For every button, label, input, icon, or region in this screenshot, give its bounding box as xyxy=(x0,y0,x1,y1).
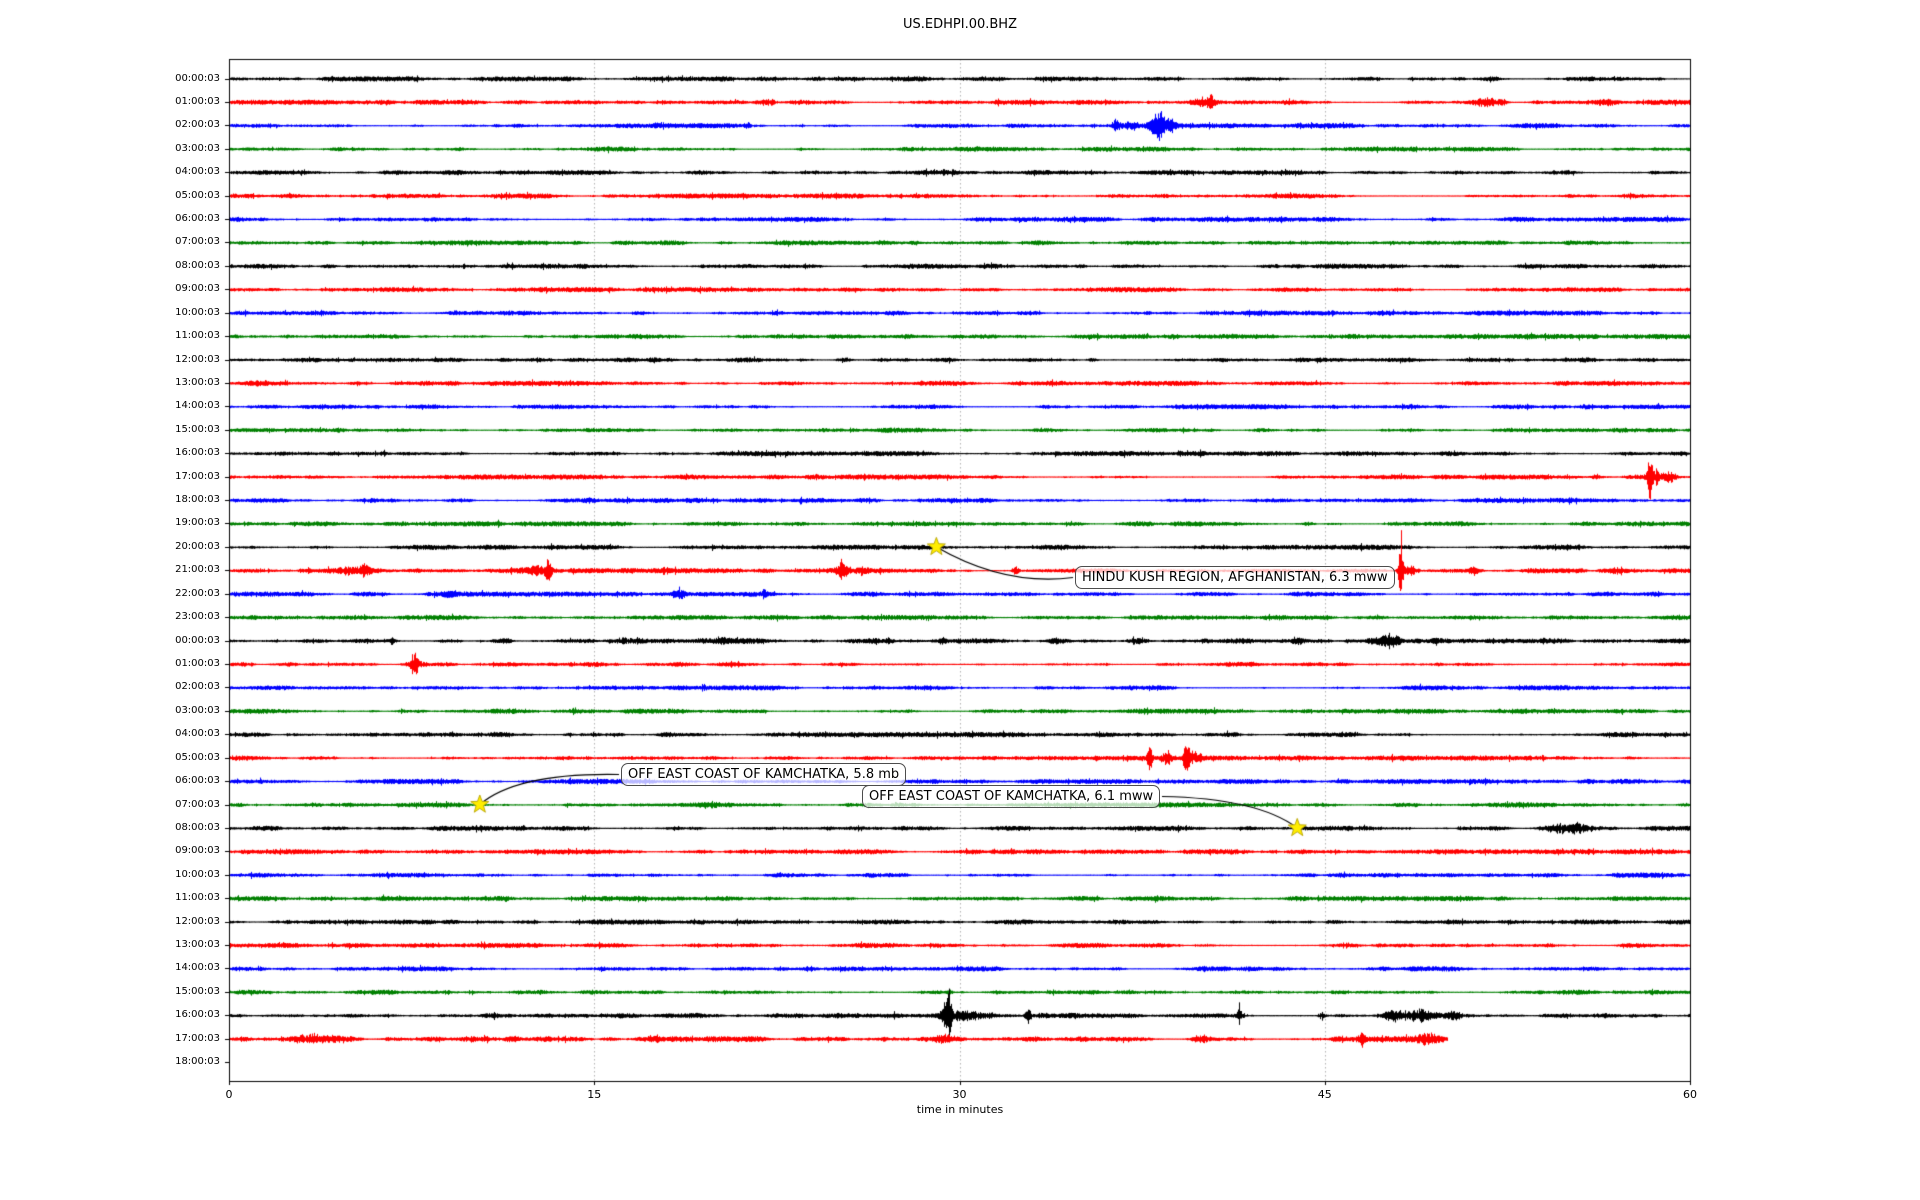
y-tick-label: 00:00:03 xyxy=(175,634,220,646)
y-tick-label: 07:00:03 xyxy=(175,236,220,248)
y-tick-label: 16:00:03 xyxy=(175,1009,220,1021)
y-tick-label: 10:00:03 xyxy=(175,868,220,880)
y-tick-label: 19:00:03 xyxy=(175,517,220,529)
y-tick-label: 04:00:03 xyxy=(175,728,220,740)
y-tick-label: 06:00:03 xyxy=(175,213,220,225)
x-tick-label: 15 xyxy=(587,1088,602,1101)
x-tick-label: 30 xyxy=(952,1088,967,1101)
y-tick-label: 08:00:03 xyxy=(175,821,220,833)
y-tick-label: 18:00:03 xyxy=(175,1056,220,1068)
y-tick-label: 12:00:03 xyxy=(175,353,220,365)
event-annotation-box: HINDU KUSH REGION, AFGHANISTAN, 6.3 mww xyxy=(1075,566,1395,589)
y-tick-label: 17:00:03 xyxy=(175,470,220,482)
chart-title: US.EDHPI.00.BHZ xyxy=(903,17,1017,32)
y-tick-label: 08:00:03 xyxy=(175,259,220,271)
y-tick-label: 13:00:03 xyxy=(175,939,220,951)
y-tick-label: 20:00:03 xyxy=(175,540,220,552)
y-tick-label: 05:00:03 xyxy=(175,751,220,763)
y-tick-label: 15:00:03 xyxy=(175,985,220,997)
y-tick-label: 21:00:03 xyxy=(175,564,220,576)
event-annotation-box: OFF EAST COAST OF KAMCHATKA, 6.1 mww xyxy=(862,785,1161,808)
y-tick-label: 07:00:03 xyxy=(175,798,220,810)
y-tick-label: 22:00:03 xyxy=(175,587,220,599)
y-tick-label: 09:00:03 xyxy=(175,845,220,857)
y-tick-label: 23:00:03 xyxy=(175,611,220,623)
y-tick-label: 03:00:03 xyxy=(175,704,220,716)
y-tick-label: 14:00:03 xyxy=(175,962,220,974)
y-tick-label: 14:00:03 xyxy=(175,400,220,412)
y-tick-label: 11:00:03 xyxy=(175,330,220,342)
y-tick-label: 05:00:03 xyxy=(175,189,220,201)
y-tick-label: 18:00:03 xyxy=(175,494,220,506)
y-tick-label: 15:00:03 xyxy=(175,423,220,435)
y-tick-label: 00:00:03 xyxy=(175,72,220,84)
x-tick-label: 0 xyxy=(225,1088,233,1101)
y-tick-label: 02:00:03 xyxy=(175,119,220,131)
event-annotation-box: OFF EAST COAST OF KAMCHATKA, 5.8 mb xyxy=(621,763,907,786)
y-tick-label: 17:00:03 xyxy=(175,1032,220,1044)
x-tick-label: 45 xyxy=(1317,1088,1332,1101)
y-tick-label: 09:00:03 xyxy=(175,283,220,295)
y-tick-label: 16:00:03 xyxy=(175,447,220,459)
y-tick-label: 01:00:03 xyxy=(175,658,220,669)
y-tick-label: 01:00:03 xyxy=(175,95,220,107)
y-tick-label: 03:00:03 xyxy=(175,142,220,154)
y-tick-label: 06:00:03 xyxy=(175,775,220,787)
y-tick-label: 11:00:03 xyxy=(175,892,220,904)
x-axis-label: time in minutes xyxy=(916,1103,1004,1116)
y-tick-label: 12:00:03 xyxy=(175,915,220,927)
y-tick-label: 10:00:03 xyxy=(175,306,220,318)
y-tick-label: 13:00:03 xyxy=(175,376,220,388)
y-tick-label: 04:00:03 xyxy=(175,166,220,178)
y-tick-label: 02:00:03 xyxy=(175,681,220,693)
x-tick-label: 60 xyxy=(1683,1088,1697,1101)
